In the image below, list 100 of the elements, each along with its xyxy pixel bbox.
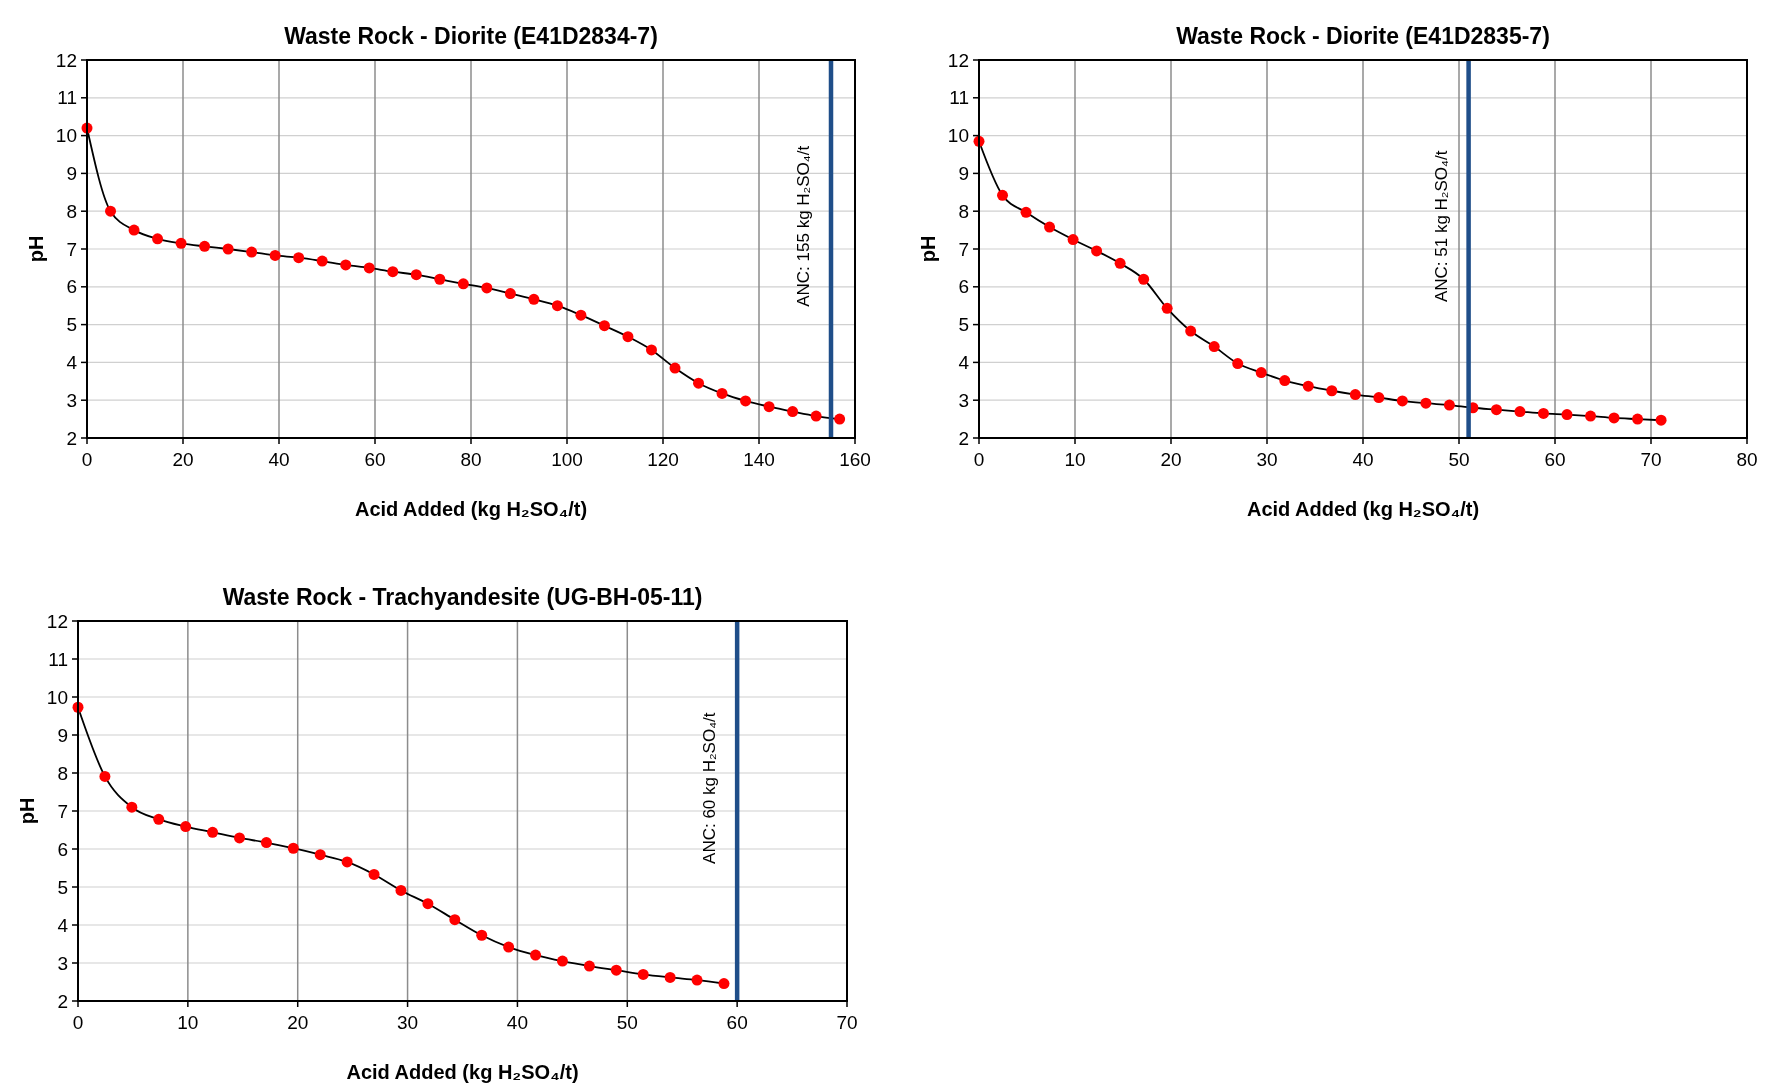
y-tick-label: 12: [947, 49, 969, 71]
point: [1091, 245, 1103, 257]
point: [637, 968, 649, 980]
x-axis-title: Acid Added (kg H₂SO₄/t): [354, 498, 588, 520]
point: [449, 914, 461, 926]
point: [1302, 380, 1314, 392]
point: [128, 224, 140, 236]
point: [664, 971, 676, 983]
point: [645, 344, 657, 356]
point: [997, 189, 1009, 201]
y-tick-label: 11: [48, 648, 68, 670]
x-tick-label: 40: [268, 449, 290, 470]
point: [269, 249, 281, 261]
point: [810, 410, 822, 422]
y-axis-title: pH: [917, 235, 939, 263]
x-tick-label: 20: [172, 449, 194, 470]
y-tick-label: 8: [958, 200, 969, 222]
y-tick-label: 3: [66, 389, 77, 411]
y-tick-label: 10: [46, 686, 68, 708]
point: [207, 826, 219, 838]
point: [293, 252, 305, 264]
y-tick-label: 4: [57, 914, 69, 936]
point: [1420, 397, 1432, 409]
x-tick-label: 20: [1160, 449, 1182, 470]
y-tick-label: 8: [57, 762, 68, 784]
point: [175, 237, 187, 249]
y-tick-label: 9: [57, 724, 68, 746]
point: [1114, 257, 1126, 269]
point: [1044, 221, 1056, 233]
y-tick-label: 6: [66, 276, 77, 298]
x-tick-label: 70: [836, 1012, 858, 1033]
point: [575, 309, 587, 321]
point: [1232, 358, 1244, 370]
x-tick-label: 70: [1640, 449, 1662, 470]
x-tick-label: 0: [973, 449, 985, 470]
y-tick-label: 2: [57, 990, 68, 1012]
x-tick-label: 0: [81, 449, 93, 470]
x-tick-label: 80: [1736, 449, 1758, 470]
point: [1632, 413, 1644, 425]
x-axis-title: Acid Added (kg H₂SO₄/t): [1246, 498, 1480, 520]
ref-line-label: ANC: 51 kg H₂SO₄/t: [1431, 150, 1451, 303]
x-tick-label: 10: [177, 1012, 199, 1033]
y-tick-label: 12: [46, 610, 68, 632]
point: [341, 856, 353, 868]
y-tick-label: 2: [66, 427, 77, 449]
point: [368, 868, 380, 880]
point: [1138, 273, 1150, 285]
point: [1443, 399, 1455, 411]
y-tick-label: 6: [958, 276, 969, 298]
point: [763, 401, 775, 413]
point: [1655, 414, 1667, 426]
y-tick-label: 11: [949, 87, 969, 109]
point: [434, 273, 446, 285]
point: [99, 770, 111, 782]
point: [422, 898, 434, 910]
point: [363, 262, 375, 274]
x-tick-label: 30: [397, 1012, 419, 1033]
point: [1279, 375, 1291, 387]
point: [1561, 409, 1573, 421]
point: [1396, 395, 1408, 407]
point: [199, 240, 211, 252]
x-tick-label: 50: [616, 1012, 638, 1033]
y-tick-label: 7: [958, 238, 969, 260]
point: [551, 300, 563, 312]
y-tick-label: 4: [958, 352, 970, 374]
point: [1326, 385, 1338, 397]
point: [1067, 234, 1079, 246]
y-tick-label: 7: [57, 800, 68, 822]
y-tick-label: 12: [55, 49, 77, 71]
point: [622, 331, 634, 343]
y-tick-label: 4: [66, 352, 78, 374]
y-tick-label: 10: [947, 125, 969, 147]
point: [503, 941, 515, 953]
point: [387, 266, 399, 278]
point: [716, 387, 728, 399]
point: [233, 832, 245, 844]
point: [1490, 404, 1502, 416]
point: [481, 282, 493, 294]
point: [287, 842, 299, 854]
point: [1349, 389, 1361, 401]
point: [1608, 412, 1620, 424]
point: [834, 413, 846, 425]
x-tick-label: 10: [1064, 449, 1086, 470]
chart-title: Waste Rock - Diorite (E41D2835-7): [1176, 23, 1550, 49]
x-tick-label: 120: [647, 449, 679, 470]
y-tick-label: 3: [958, 389, 969, 411]
x-tick-label: 40: [506, 1012, 528, 1033]
x-tick-label: 100: [551, 449, 583, 470]
x-tick-label: 60: [1544, 449, 1566, 470]
point: [787, 406, 799, 418]
point: [1208, 341, 1220, 353]
point: [180, 821, 192, 833]
point: [1537, 407, 1549, 419]
point: [222, 243, 234, 255]
chart-title: Waste Rock - Diorite (E41D2834-7): [284, 23, 658, 49]
x-axis-title: Acid Added (kg H₂SO₄/t): [346, 1061, 579, 1083]
y-tick-label: 11: [57, 87, 77, 109]
x-tick-label: 140: [743, 449, 775, 470]
y-tick-label: 8: [66, 200, 77, 222]
y-tick-label: 3: [57, 952, 68, 974]
